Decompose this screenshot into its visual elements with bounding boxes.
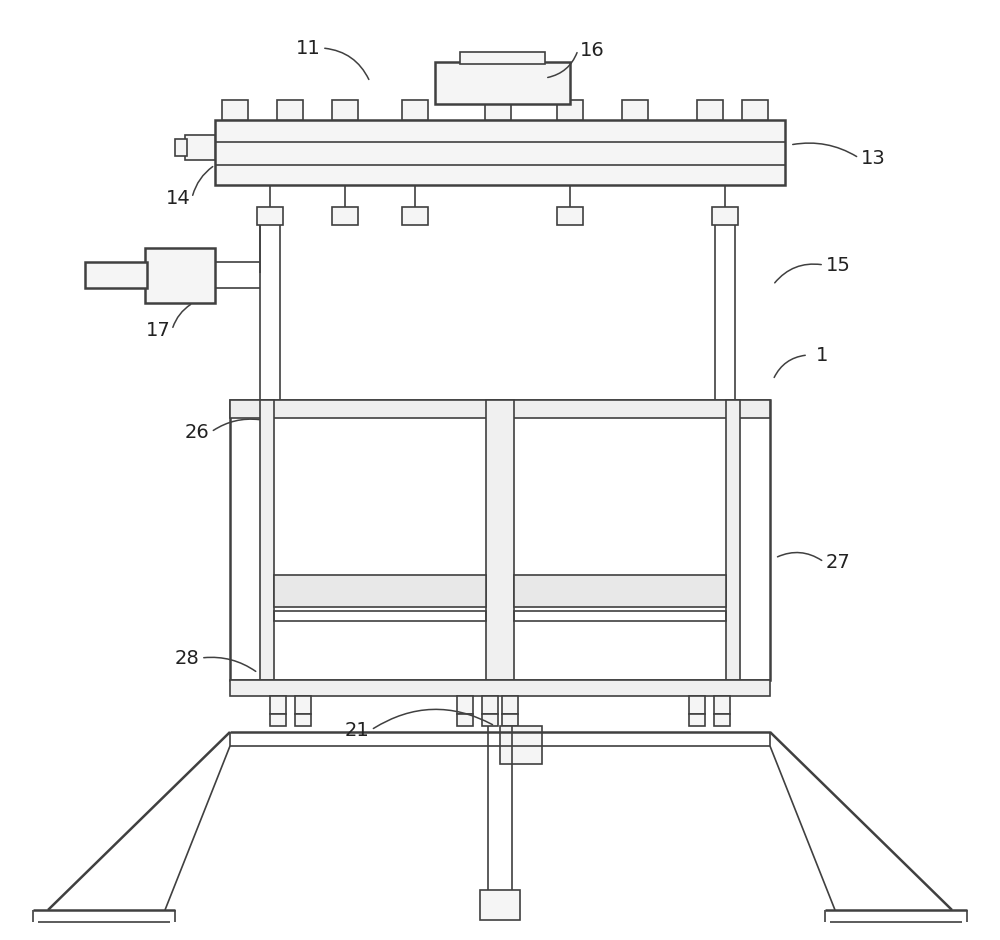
Bar (557, 100, 583, 120)
Bar (689, 714, 705, 726)
Bar (402, 207, 428, 225)
Bar (514, 575, 726, 607)
Bar (460, 52, 545, 64)
Text: 16: 16 (580, 40, 604, 59)
Bar (486, 400, 514, 680)
Bar (332, 100, 358, 120)
Bar (457, 696, 473, 714)
Bar (257, 207, 283, 225)
Bar (714, 696, 730, 714)
Bar (482, 696, 498, 714)
Bar (502, 714, 518, 726)
Bar (274, 611, 486, 621)
Text: 21: 21 (345, 720, 369, 740)
Bar (175, 139, 187, 156)
Bar (485, 100, 511, 120)
Bar (557, 207, 583, 225)
Bar (260, 400, 274, 680)
Bar (714, 714, 730, 726)
Bar (742, 100, 768, 120)
Bar (230, 400, 770, 680)
Bar (274, 575, 486, 607)
Bar (482, 714, 498, 726)
Bar (689, 696, 705, 714)
Bar (402, 100, 428, 120)
Text: 26: 26 (185, 422, 209, 442)
Bar (185, 135, 215, 160)
Text: 17: 17 (146, 321, 170, 339)
Bar (500, 726, 542, 764)
Bar (230, 680, 770, 696)
Text: 14: 14 (166, 189, 190, 208)
Text: 15: 15 (826, 256, 850, 274)
Bar (514, 611, 726, 621)
Bar (270, 696, 286, 714)
Text: 27: 27 (826, 553, 850, 572)
Bar (222, 100, 248, 120)
Bar (230, 400, 770, 418)
Bar (712, 207, 738, 225)
Bar (697, 100, 723, 120)
Bar (145, 248, 215, 303)
Text: 11: 11 (296, 39, 320, 57)
Text: 13: 13 (861, 149, 885, 167)
Bar (295, 696, 311, 714)
Bar (457, 714, 473, 726)
Text: 28: 28 (175, 649, 199, 667)
Bar (215, 120, 785, 185)
Bar (85, 262, 147, 288)
Bar (332, 207, 358, 225)
Bar (622, 100, 648, 120)
Bar (480, 890, 520, 920)
Bar (277, 100, 303, 120)
Text: 1: 1 (816, 346, 828, 365)
Bar (502, 696, 518, 714)
Bar (435, 62, 570, 104)
Bar (295, 714, 311, 726)
Bar (726, 400, 740, 680)
Bar (270, 714, 286, 726)
